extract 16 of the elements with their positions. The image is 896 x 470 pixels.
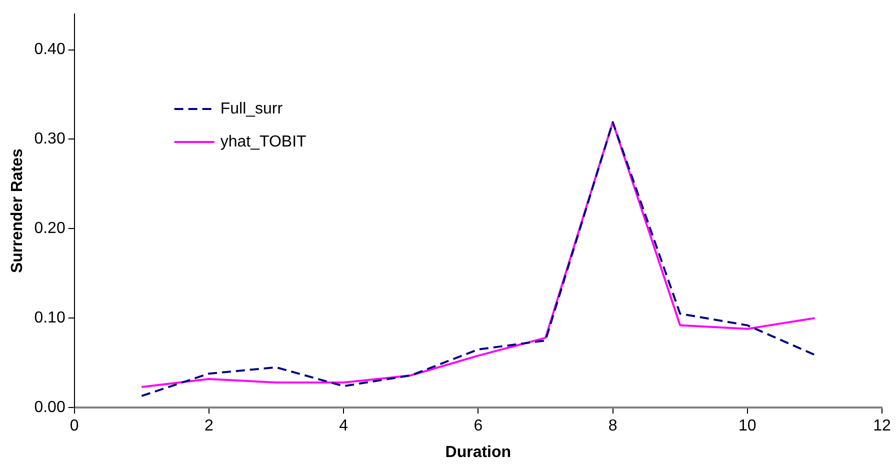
y-tick-label: 0.00 bbox=[34, 399, 66, 416]
y-tick-label: 0.40 bbox=[34, 41, 66, 58]
x-tick-label: 2 bbox=[204, 418, 214, 435]
legend-label: yhat_TOBIT bbox=[220, 133, 307, 150]
x-axis-title: Duration bbox=[445, 444, 512, 461]
y-tick-label: 0.30 bbox=[34, 130, 66, 148]
x-tick-label: 8 bbox=[608, 418, 618, 435]
y-tick-label: 0.10 bbox=[34, 310, 66, 327]
x-tick-label: 0 bbox=[70, 418, 79, 435]
x-tick-label: 10 bbox=[738, 418, 756, 435]
y-tick-label: 0.20 bbox=[34, 220, 66, 238]
x-tick-label: 6 bbox=[474, 418, 483, 435]
y-axis-title: Surrender Rates bbox=[9, 148, 26, 274]
x-tick-label: 12 bbox=[873, 418, 891, 435]
legend-label: Full_surr bbox=[220, 100, 284, 118]
x-tick-label: 4 bbox=[339, 418, 348, 435]
